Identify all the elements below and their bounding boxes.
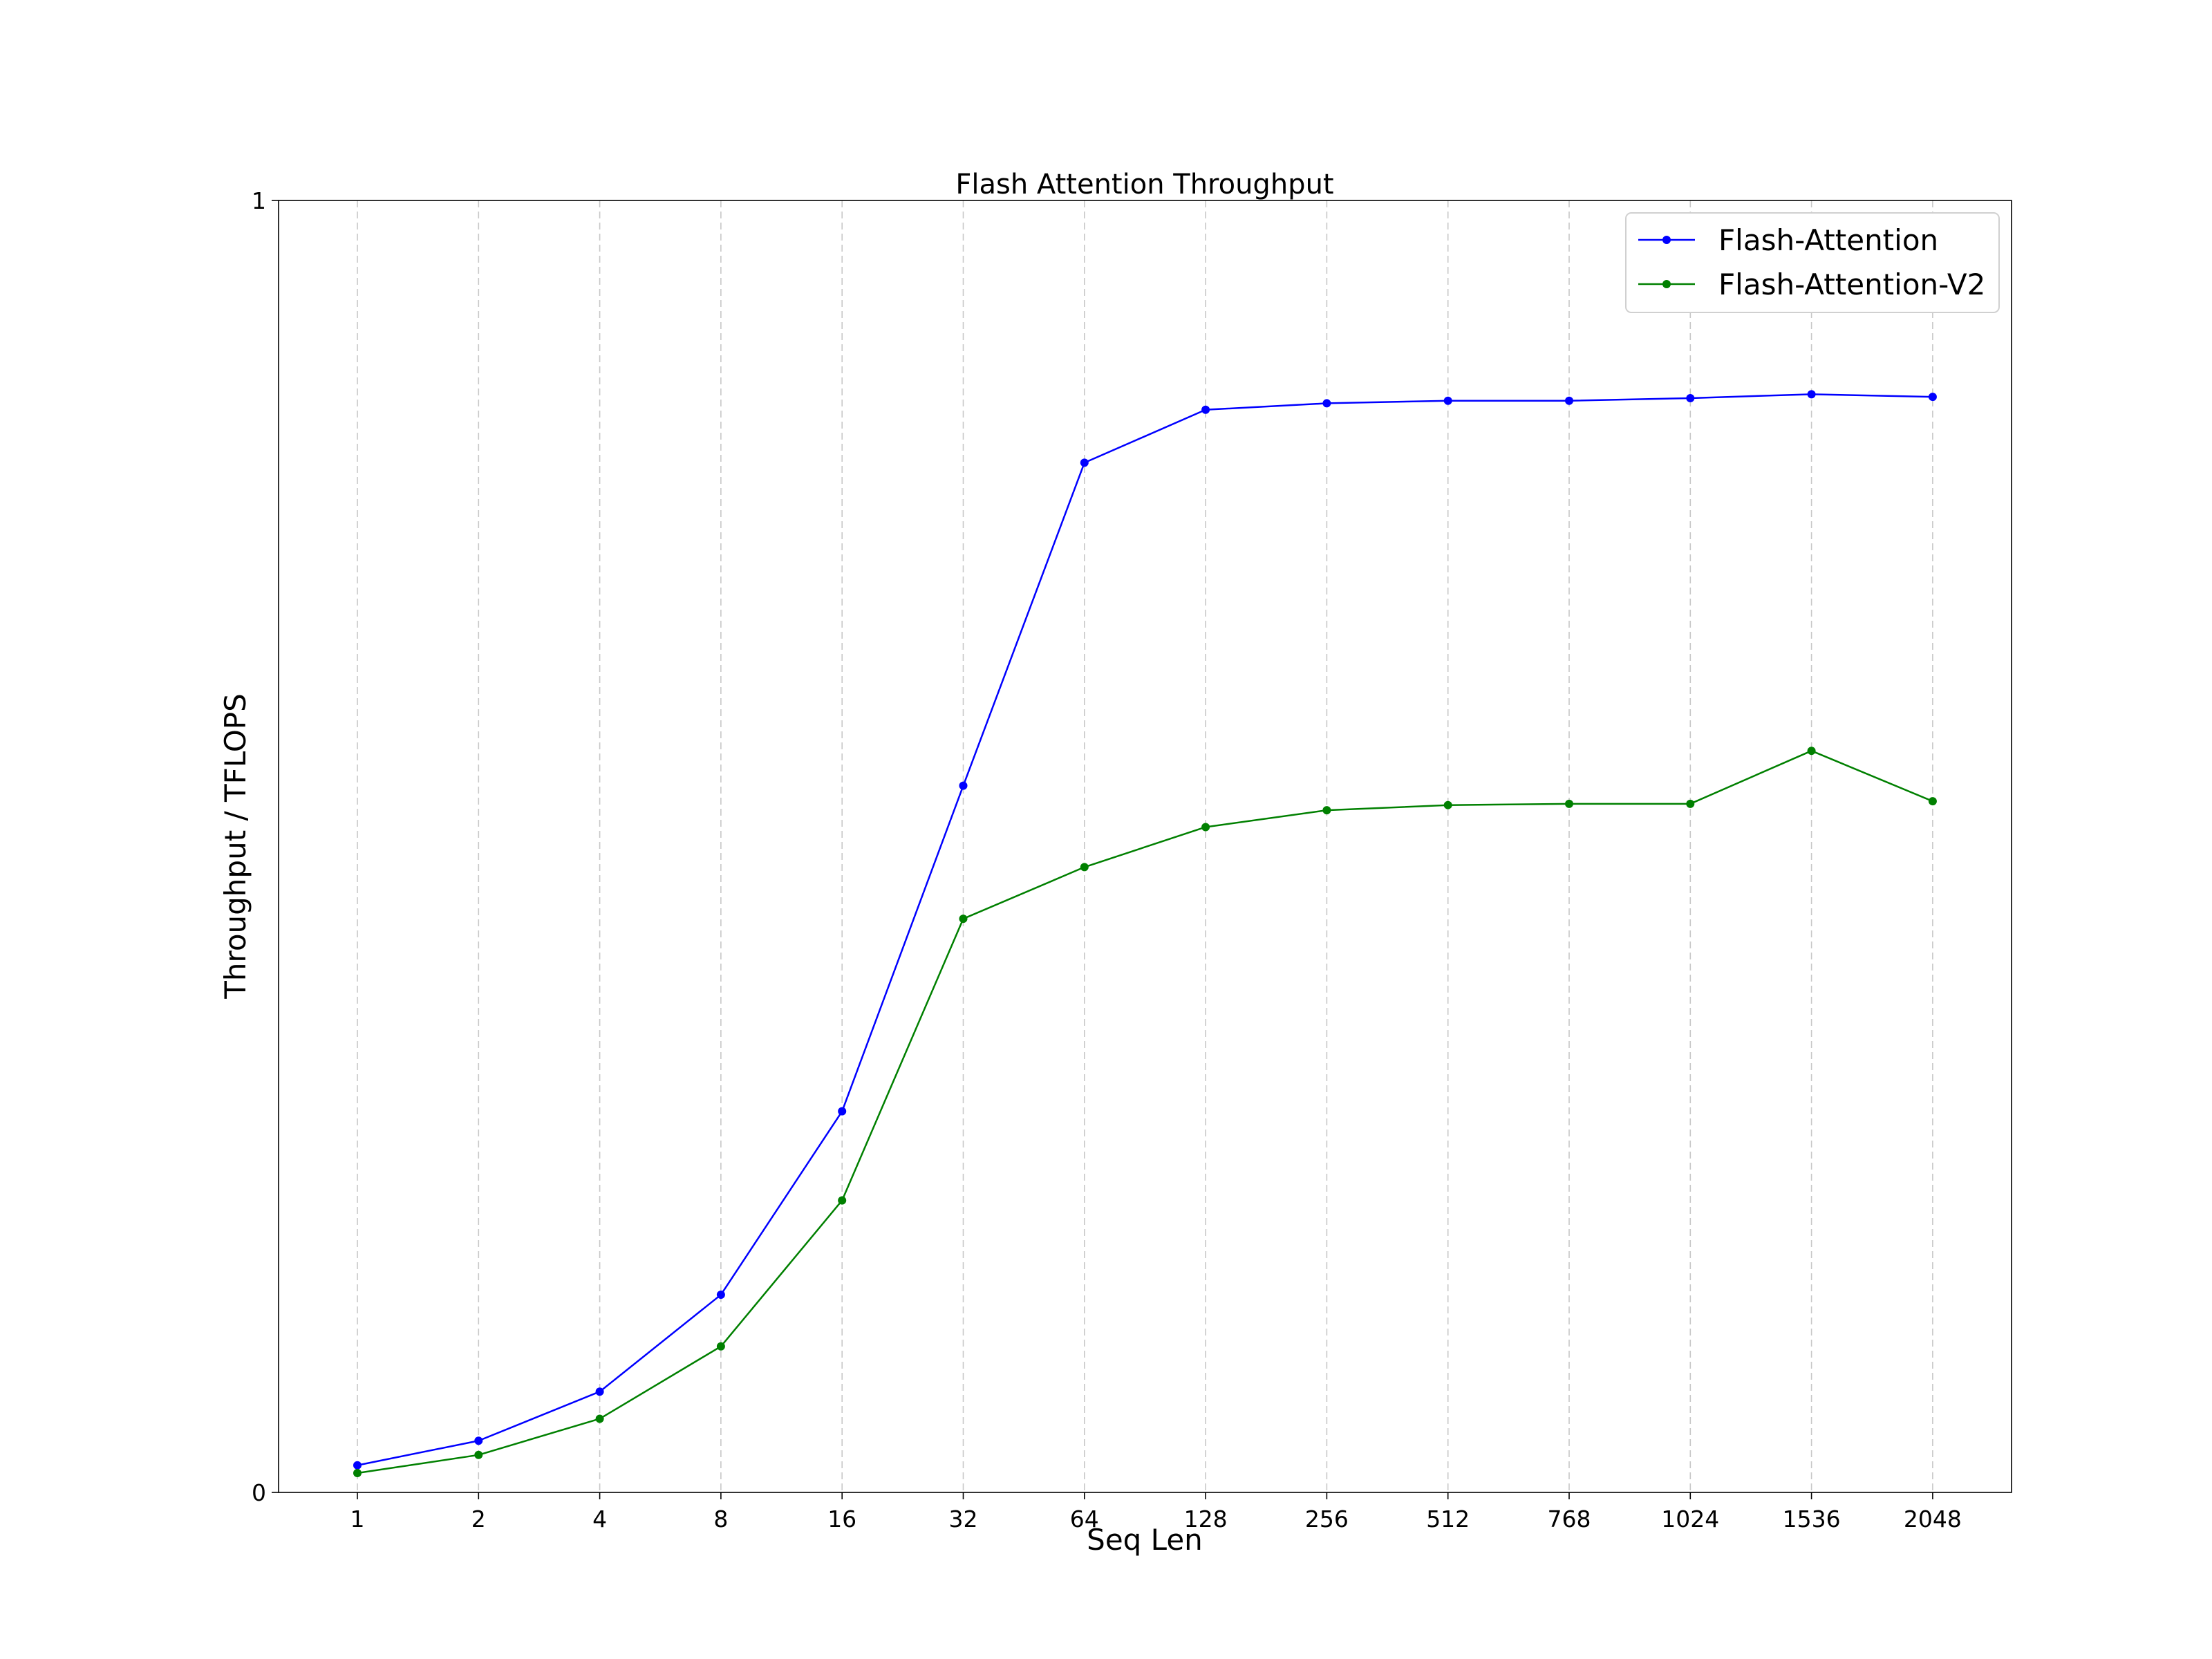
data-point-flash-attention bbox=[1807, 390, 1816, 399]
data-point-flash-attention bbox=[1565, 396, 1573, 405]
tick-layer: 1 2 4 8 16 32 64 128 256 512 768 1024 1536 2048 0 1 bbox=[252, 187, 1962, 1533]
legend-label-flash-attention: Flash-Attention bbox=[1718, 223, 1938, 257]
data-point-flash-attention-v2 bbox=[716, 1342, 725, 1351]
legend-marker-flash-attention bbox=[1662, 236, 1671, 244]
series-layer bbox=[353, 390, 1937, 1477]
legend: Flash-Attention Flash-Attention-V2 bbox=[1625, 212, 2000, 313]
x-tick-label: 512 bbox=[1426, 1506, 1470, 1533]
data-point-flash-attention bbox=[838, 1107, 847, 1116]
data-point-flash-attention-v2 bbox=[1443, 800, 1452, 809]
x-axis-label: Seq Len bbox=[1087, 1523, 1203, 1557]
x-tick-label: 256 bbox=[1305, 1506, 1349, 1533]
y-axis-label: Throughput / TFLOPS bbox=[218, 693, 252, 1000]
data-point-flash-attention-v2 bbox=[1686, 799, 1695, 808]
x-tick-label: 4 bbox=[592, 1506, 607, 1533]
data-point-flash-attention-v2 bbox=[1807, 747, 1816, 756]
data-point-flash-attention-v2 bbox=[1565, 799, 1573, 808]
x-tick-label: 64 bbox=[1070, 1506, 1099, 1533]
data-point-flash-attention-v2 bbox=[474, 1450, 483, 1459]
legend-box bbox=[1625, 212, 2000, 313]
data-point-flash-attention-v2 bbox=[838, 1196, 847, 1205]
data-point-flash-attention bbox=[595, 1387, 604, 1396]
plot-frame bbox=[278, 200, 2012, 1493]
x-tick-label: 1536 bbox=[1783, 1506, 1841, 1533]
grid-layer bbox=[357, 200, 1933, 1492]
x-tick-label: 1024 bbox=[1661, 1506, 1719, 1533]
data-point-flash-attention bbox=[1322, 399, 1331, 408]
data-point-flash-attention bbox=[716, 1291, 725, 1300]
data-point-flash-attention-v2 bbox=[1080, 863, 1089, 872]
data-point-flash-attention bbox=[353, 1461, 362, 1470]
x-tick-label: 16 bbox=[827, 1506, 856, 1533]
y-tick-label: 1 bbox=[252, 187, 266, 214]
data-point-flash-attention bbox=[1928, 393, 1937, 402]
data-point-flash-attention bbox=[1080, 458, 1089, 467]
data-point-flash-attention bbox=[959, 781, 968, 790]
series-line-flash-attention bbox=[357, 393, 1933, 1466]
x-tick-label: 128 bbox=[1184, 1506, 1228, 1533]
x-tick-label: 8 bbox=[713, 1506, 728, 1533]
data-point-flash-attention bbox=[1686, 393, 1695, 402]
data-point-flash-attention-v2 bbox=[959, 915, 968, 924]
data-point-flash-attention bbox=[1443, 396, 1452, 405]
x-tick-label: 2048 bbox=[1904, 1506, 1962, 1533]
data-point-flash-attention-v2 bbox=[1928, 797, 1937, 806]
y-tick-label: 0 bbox=[252, 1479, 266, 1506]
x-tick-label: 768 bbox=[1548, 1506, 1591, 1533]
x-tick-label: 1 bbox=[350, 1506, 365, 1533]
data-point-flash-attention bbox=[474, 1436, 483, 1445]
data-point-flash-attention-v2 bbox=[353, 1468, 362, 1477]
chart-title: Flash Attention Throughput bbox=[955, 169, 1333, 200]
x-tick-label: 2 bbox=[471, 1506, 486, 1533]
data-point-flash-attention-v2 bbox=[595, 1414, 604, 1423]
series-line-flash-attention-v2 bbox=[357, 749, 1933, 1474]
legend-label-flash-attention-v2: Flash-Attention-V2 bbox=[1718, 268, 1985, 301]
data-point-flash-attention bbox=[1201, 405, 1210, 414]
legend-marker-flash-attention-v2 bbox=[1662, 280, 1671, 288]
x-tick-label: 32 bbox=[949, 1506, 978, 1533]
data-point-flash-attention-v2 bbox=[1201, 823, 1210, 832]
data-point-flash-attention-v2 bbox=[1322, 806, 1331, 815]
